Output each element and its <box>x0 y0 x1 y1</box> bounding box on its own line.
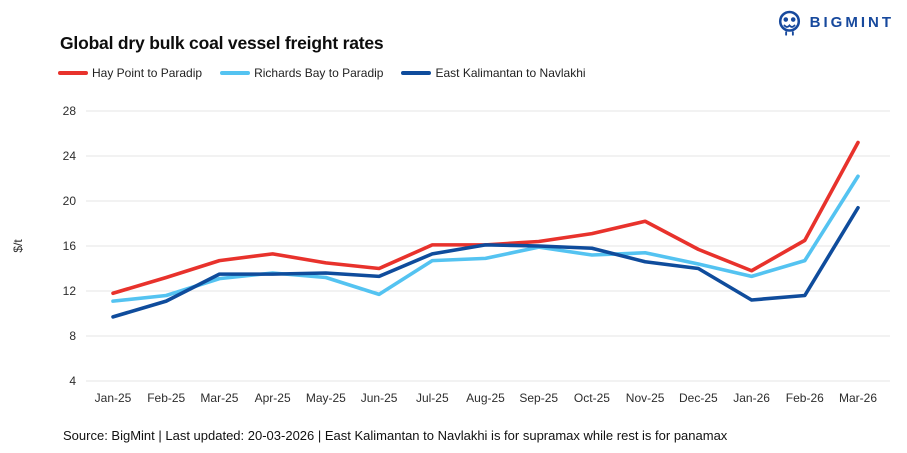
x-tick-label: May-25 <box>306 391 346 405</box>
x-tick-label: Jul-25 <box>416 391 449 405</box>
legend-item: East Kalimantan to Navlakhi <box>401 66 586 80</box>
legend-swatch <box>220 71 251 75</box>
source-note: Source: BigMint | Last updated: 20-03-20… <box>63 428 728 443</box>
y-tick-label: 12 <box>63 284 77 298</box>
y-tick-label: 20 <box>63 194 77 208</box>
x-tick-label: Feb-25 <box>147 391 185 405</box>
legend-swatch <box>58 71 88 75</box>
x-tick-label: Feb-26 <box>786 391 824 405</box>
legend-label: East Kalimantan to Navlakhi <box>435 66 586 80</box>
x-tick-label: Dec-25 <box>679 391 718 405</box>
x-tick-label: Aug-25 <box>466 391 505 405</box>
bigmint-logo-text: BIGMINT <box>809 14 894 31</box>
chart-title: Global dry bulk coal vessel freight rate… <box>60 33 384 53</box>
y-tick-label: 8 <box>69 329 76 343</box>
series-line-1 <box>111 174 860 303</box>
x-tick-label: Jan-25 <box>95 391 132 405</box>
chart-legend: Hay Point to Paradip Richards Bay to Para… <box>58 66 586 80</box>
x-tick-label: Oct-25 <box>574 391 610 405</box>
x-tick-label: Mar-25 <box>200 391 238 405</box>
legend-label: Hay Point to Paradip <box>92 66 203 80</box>
x-tick-label: Mar-26 <box>839 391 877 405</box>
legend-item: Richards Bay to Paradip <box>220 66 383 80</box>
bigmint-logo: BIGMINT <box>776 9 894 36</box>
y-axis-label: $/t <box>11 239 25 253</box>
series-line-0 <box>111 140 860 296</box>
legend-label: Richards Bay to Paradip <box>254 66 384 80</box>
x-tick-label: Sep-25 <box>519 391 558 405</box>
legend-swatch <box>401 71 432 75</box>
x-tick-label: Jun-25 <box>361 391 398 405</box>
x-tick-label: Apr-25 <box>255 391 291 405</box>
y-tick-label: 16 <box>63 239 77 253</box>
series-line-2 <box>111 205 860 319</box>
y-tick-label: 4 <box>69 374 76 388</box>
y-tick-label: 28 <box>63 104 77 118</box>
y-tick-label: 24 <box>63 149 77 163</box>
x-tick-label: Nov-25 <box>626 391 665 405</box>
legend-item: Hay Point to Paradip <box>58 66 202 80</box>
x-tick-label: Jan-26 <box>733 391 770 405</box>
bigmint-logo-icon <box>778 10 800 36</box>
